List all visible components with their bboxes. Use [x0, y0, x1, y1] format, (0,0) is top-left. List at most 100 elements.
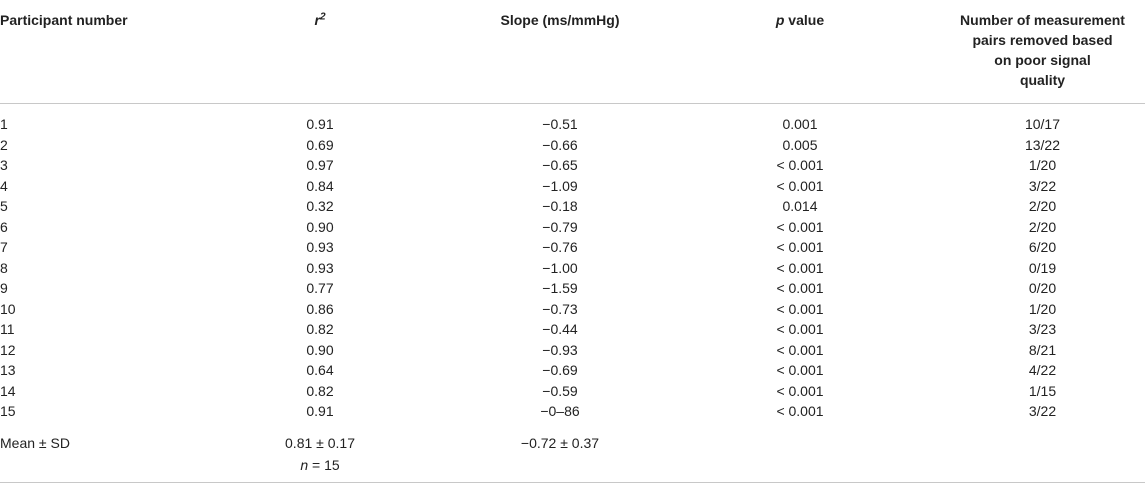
header-r-superscript: 2 [319, 11, 326, 23]
cell-slope: −0.59 [542, 382, 578, 399]
bottom-rule [0, 482, 1145, 483]
header-participant-number: Participant number [0, 12, 128, 28]
header-r-base: r [314, 12, 320, 28]
cell-r-squared: 0.93 [306, 239, 334, 255]
header-p-value: p value [740, 10, 860, 30]
cell-slope: −0.79 [542, 218, 578, 235]
header-pairs-removed: Number of measurement pairs removed base… [940, 10, 1145, 90]
table-row: 8 0.93 −1.00 < 0.001 0/19 [0, 258, 1145, 279]
table-row: 11 0.82 −0.44 < 0.001 3/23 [0, 319, 1145, 340]
cell-r-squared: 0.82 [306, 382, 334, 399]
cell-p-value: < 0.001 [776, 218, 824, 235]
cell-participant-number: 15 [0, 403, 16, 419]
header-slope: Slope (ms/mmHg) [500, 12, 620, 28]
cell-p-value: < 0.001 [776, 239, 824, 255]
cell-participant-number: 3 [0, 157, 8, 173]
cell-p-value: < 0.001 [776, 259, 824, 276]
cell-pairs-removed: 13/22 [1024, 136, 1061, 153]
header-pairs-removed-line-3: on poor signal [994, 52, 1091, 68]
cell-p-value: < 0.001 [776, 177, 824, 194]
table-row: 1 0.91 −0.51 0.001 10/17 [0, 114, 1145, 135]
cell-slope: −1.00 [542, 259, 578, 276]
table-row: 15 0.91 −0–86 < 0.001 3/22 [0, 401, 1145, 422]
cell-pairs-removed: 6/20 [1028, 239, 1057, 255]
cell-r-squared: 0.97 [306, 157, 334, 173]
header-pairs-removed-line-2: pairs removed based [972, 32, 1113, 48]
cell-r-squared: 0.91 [306, 116, 334, 132]
cell-slope: −0.66 [542, 136, 578, 153]
cell-participant-number: 13 [0, 362, 16, 378]
header-pairs-removed-line-4: quality [1019, 72, 1066, 88]
cell-slope: −0.73 [542, 300, 578, 317]
summary-n-rest: = 15 [308, 457, 340, 473]
summary-label: Mean ± SD [0, 435, 70, 451]
cell-p-value: < 0.001 [776, 280, 824, 296]
cell-slope: −0–86 [540, 403, 580, 419]
cell-slope: −0.69 [542, 362, 578, 378]
table-row: 2 0.69 −0.66 0.005 13/22 [0, 135, 1145, 156]
cell-p-value: 0.001 [782, 116, 818, 132]
cell-pairs-removed: 1/15 [1028, 382, 1057, 399]
cell-r-squared: 0.93 [306, 259, 334, 276]
table-row: 7 0.93 −0.76 < 0.001 6/20 [0, 237, 1145, 258]
cell-participant-number: 4 [0, 177, 8, 194]
table-row: 13 0.64 −0.69 < 0.001 4/22 [0, 360, 1145, 381]
cell-pairs-removed: 1/20 [1028, 157, 1057, 173]
cell-r-squared: 0.82 [306, 321, 334, 337]
table-row: 6 0.90 −0.79 < 0.001 2/20 [0, 217, 1145, 238]
cell-r-squared: 0.90 [306, 341, 334, 358]
table-row: 5 0.32 −0.18 0.014 2/20 [0, 196, 1145, 217]
cell-p-value: < 0.001 [776, 403, 824, 419]
cell-slope: −0.76 [542, 239, 578, 255]
cell-pairs-removed: 3/23 [1028, 321, 1057, 337]
table-header: Participant number r2 Slope (ms/mmHg) p … [0, 0, 1145, 104]
table-row: 10 0.86 −0.73 < 0.001 1/20 [0, 299, 1145, 320]
cell-slope: −1.09 [542, 177, 578, 194]
header-p-rest: value [784, 12, 825, 28]
cell-r-squared: 0.69 [306, 136, 334, 153]
cell-p-value: 0.014 [782, 198, 818, 214]
summary-n: n = 15 [280, 455, 360, 475]
cell-pairs-removed: 4/22 [1028, 362, 1057, 378]
cell-pairs-removed: 10/17 [1024, 116, 1061, 132]
cell-participant-number: 9 [0, 280, 8, 296]
table-row: 4 0.84 −1.09 < 0.001 3/22 [0, 176, 1145, 197]
cell-p-value: 0.005 [782, 136, 818, 153]
cell-pairs-removed: 3/22 [1028, 403, 1057, 419]
cell-participant-number: 7 [0, 239, 8, 255]
header-p-italic: p [775, 12, 785, 28]
cell-slope: −0.93 [542, 341, 578, 358]
cell-r-squared: 0.64 [306, 362, 334, 378]
cell-slope: −0.44 [542, 321, 578, 337]
table-body: 1 0.91 −0.51 0.001 10/17 2 0.69 −0.66 0.005 13/22… [0, 114, 1145, 422]
cell-slope: −0.65 [542, 157, 578, 173]
cell-p-value: < 0.001 [776, 300, 824, 317]
table-row: 14 0.82 −0.59 < 0.001 1/15 [0, 381, 1145, 402]
cell-participant-number: 14 [0, 382, 16, 399]
cell-pairs-removed: 0/19 [1028, 259, 1057, 276]
table-row: 12 0.90 −0.93 < 0.001 8/21 [0, 340, 1145, 361]
cell-r-squared: 0.84 [306, 177, 334, 194]
cell-slope: −1.59 [542, 280, 578, 296]
cell-participant-number: 1 [0, 116, 8, 132]
cell-participant-number: 8 [0, 259, 8, 276]
cell-r-squared: 0.32 [306, 198, 334, 214]
cell-p-value: < 0.001 [776, 321, 824, 337]
cell-slope: −0.51 [542, 116, 578, 132]
cell-pairs-removed: 3/22 [1028, 177, 1057, 194]
cell-p-value: < 0.001 [776, 157, 824, 173]
cell-pairs-removed: 2/20 [1028, 198, 1057, 214]
cell-participant-number: 12 [0, 341, 16, 358]
cell-r-squared: 0.91 [306, 403, 334, 419]
table-row: 9 0.77 −1.59 < 0.001 0/20 [0, 278, 1145, 299]
cell-pairs-removed: 8/21 [1028, 341, 1057, 358]
summary-r-squared: 0.81 ± 0.17 [285, 435, 355, 451]
cell-r-squared: 0.90 [306, 218, 334, 235]
cell-participant-number: 2 [0, 136, 8, 153]
table-row: 3 0.97 −0.65 < 0.001 1/20 [0, 155, 1145, 176]
cell-pairs-removed: 1/20 [1028, 300, 1057, 317]
cell-r-squared: 0.86 [306, 300, 334, 317]
cell-p-value: < 0.001 [776, 382, 824, 399]
cell-slope: −0.18 [542, 198, 578, 214]
